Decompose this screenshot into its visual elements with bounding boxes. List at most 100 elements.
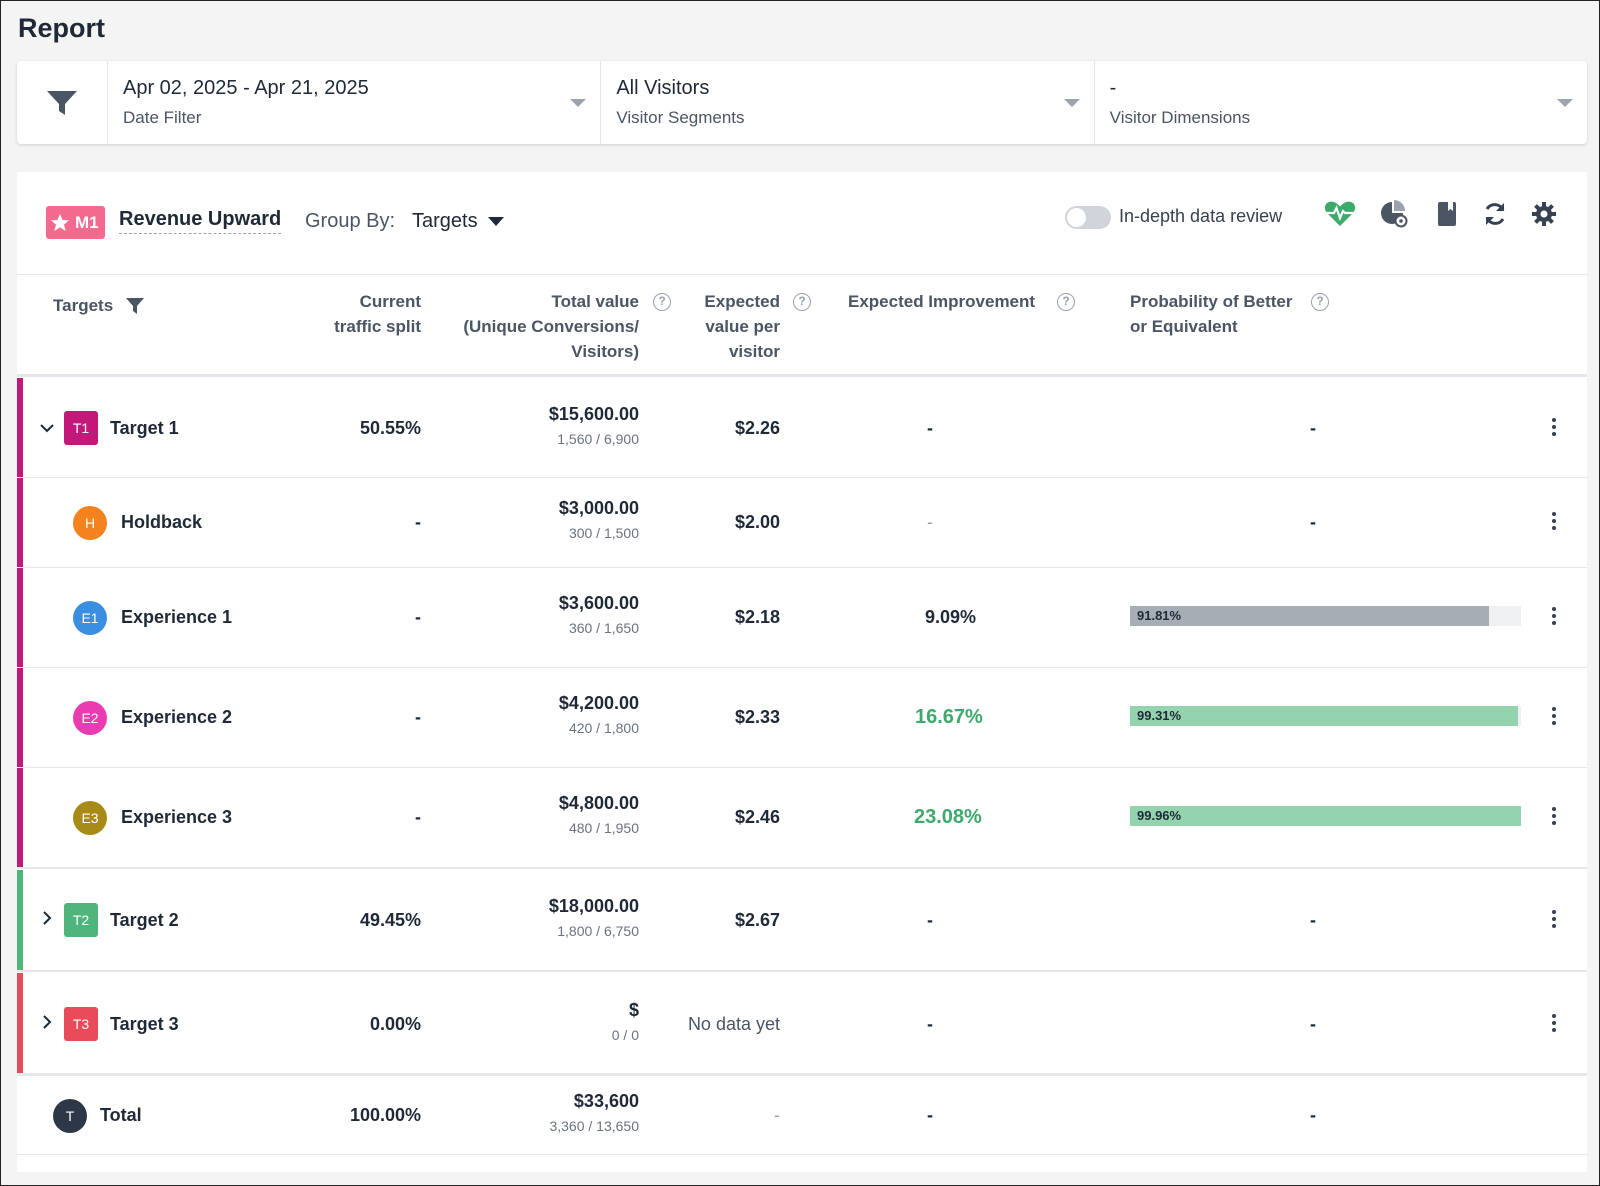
table-row-experience-3[interactable]: E3 Experience 3 - $4,800.00 480 / 1,950 … <box>17 768 1587 869</box>
gear-icon[interactable] <box>1526 196 1562 232</box>
expected-improvement-header: Expected Improvement <box>848 292 1036 311</box>
row-menu-icon[interactable] <box>1551 707 1557 725</box>
bookmark-icon[interactable] <box>1429 196 1465 232</box>
expected-value-cell: No data yet <box>687 1014 780 1034</box>
probability-value: 99.96% <box>1137 808 1182 823</box>
improvement-cell: 16.67% <box>915 706 983 728</box>
expected-value-cell: - <box>774 1105 780 1125</box>
expected-value-header: Expected value per visitor <box>657 289 780 364</box>
caret-down-icon <box>1556 99 1573 107</box>
total-value-cell: $4,200.00 420 / 1,800 <box>417 693 639 736</box>
traffic-split-header: Current traffic split <box>257 289 421 339</box>
row-menu-icon[interactable] <box>1551 607 1557 625</box>
row-color-bar <box>17 973 23 1073</box>
help-icon[interactable]: ? <box>1057 293 1075 311</box>
improvement-cell: - <box>927 1105 933 1125</box>
pie-settings-icon[interactable] <box>1376 196 1412 232</box>
traffic-split-cell: 49.45% <box>359 910 421 930</box>
table-row-target-1[interactable]: T1 Target 1 50.55% $15,600.00 1,560 / 6,… <box>17 378 1587 478</box>
refresh-icon[interactable] <box>1477 196 1513 232</box>
row-menu-icon[interactable] <box>1551 1014 1557 1032</box>
improvement-cell: - <box>927 910 933 930</box>
total-value-cell: $15,600.00 1,560 / 6,900 <box>417 404 639 447</box>
chevron-right-icon[interactable] <box>39 1014 55 1030</box>
target-badge: T3 <box>64 1007 98 1041</box>
filter-bar: Apr 02, 2025 - Apr 21, 2025 Date Filter … <box>17 61 1587 144</box>
metric-name-link[interactable]: Revenue Upward <box>119 208 282 234</box>
row-menu-icon[interactable] <box>1551 418 1557 436</box>
row-menu-icon[interactable] <box>1551 512 1557 530</box>
header-line: (Unique Conversions/ <box>463 317 639 336</box>
metric-badge: M1 <box>46 206 105 239</box>
targets-column-header: Targets <box>53 293 145 318</box>
filter-button[interactable] <box>17 61 108 144</box>
row-name: Experience 3 <box>121 807 233 827</box>
header-line: Probability of Better <box>1130 292 1293 311</box>
expected-value-cell: $2.00 <box>734 512 780 532</box>
probability-cell: - <box>1310 512 1316 532</box>
visitor-segments-dropdown[interactable]: All Visitors Visitor Segments <box>601 61 1095 144</box>
money-value: $18,000.00 <box>548 896 639 916</box>
money-value: $3,600.00 <box>558 593 639 613</box>
conversion-counts: 1,800 / 6,750 <box>557 923 639 939</box>
row-name: Target 1 <box>110 418 179 438</box>
expected-value-cell: $2.46 <box>734 807 780 827</box>
header-line: Total value <box>551 292 639 311</box>
traffic-split-cell: - <box>415 607 421 627</box>
traffic-split-cell: 50.55% <box>359 418 421 438</box>
total-value-cell: $18,000.00 1,800 / 6,750 <box>417 896 639 939</box>
target-badge: T2 <box>64 903 98 937</box>
chevron-right-icon[interactable] <box>39 910 55 926</box>
table-row-experience-1[interactable]: E1 Experience 1 - $3,600.00 360 / 1,650 … <box>17 568 1587 668</box>
money-value: $4,800.00 <box>558 793 639 813</box>
visitor-dimensions-dropdown[interactable]: - Visitor Dimensions <box>1095 61 1587 144</box>
report-card: M1 Revenue Upward Group By: Targets In-d… <box>17 172 1587 1172</box>
help-icon[interactable]: ? <box>793 293 811 311</box>
row-color-bar <box>17 870 23 970</box>
expected-value-cell: $2.33 <box>734 707 780 727</box>
help-icon[interactable]: ? <box>1311 293 1329 311</box>
group-by-label: Group By: <box>305 210 396 232</box>
total-value-cell: $3,600.00 360 / 1,650 <box>417 593 639 636</box>
funnel-icon[interactable] <box>125 297 145 315</box>
group-by-value: Targets <box>412 210 478 232</box>
header-line: Expected <box>704 292 780 311</box>
improvement-cell: - <box>927 418 933 438</box>
group-by-dropdown[interactable]: Targets <box>412 210 504 233</box>
in-depth-review-label: In-depth data review <box>1119 206 1283 226</box>
help-icon[interactable]: ? <box>653 293 671 311</box>
heartbeat-icon[interactable] <box>1322 196 1358 232</box>
row-name: Experience 1 <box>121 607 233 627</box>
chevron-down-icon[interactable] <box>39 420 55 436</box>
row-menu-icon[interactable] <box>1551 910 1557 928</box>
header-line: or Equivalent <box>1130 317 1238 336</box>
probability-cell: - <box>1310 1014 1316 1034</box>
table-row-target-3[interactable]: T3 Target 3 0.00% $ 0 / 0 No data yet - … <box>17 973 1587 1076</box>
probability-cell: - <box>1310 1105 1316 1125</box>
experience-badge: H <box>73 506 107 540</box>
table-row-experience-2[interactable]: E2 Experience 2 - $4,200.00 420 / 1,800 … <box>17 668 1587 768</box>
row-name: Target 2 <box>110 910 179 930</box>
visitor-segments-label: Visitor Segments <box>616 108 745 127</box>
visitor-dimensions-label: Visitor Dimensions <box>1109 108 1251 127</box>
toggle-knob <box>1067 208 1086 227</box>
header-line: traffic split <box>334 317 421 336</box>
in-depth-review-toggle[interactable] <box>1065 206 1111 229</box>
row-color-bar <box>17 568 23 667</box>
traffic-split-cell: 100.00% <box>349 1105 421 1125</box>
expected-value-cell: $2.26 <box>734 418 780 438</box>
date-filter-value: Apr 02, 2025 - Apr 21, 2025 <box>123 77 369 99</box>
row-menu-icon[interactable] <box>1551 807 1557 825</box>
table-row-holdback[interactable]: H Holdback - $3,000.00 300 / 1,500 $2.00… <box>17 478 1587 568</box>
conversion-counts: 360 / 1,650 <box>568 620 639 636</box>
probability-cell: - <box>1310 910 1316 930</box>
total-value-cell: $3,000.00 300 / 1,500 <box>417 498 639 541</box>
money-value: $33,600 <box>573 1091 639 1111</box>
table-row-target-2[interactable]: T2 Target 2 49.45% $18,000.00 1,800 / 6,… <box>17 870 1587 972</box>
total-badge: T <box>53 1099 87 1133</box>
total-value-cell: $33,600 3,360 / 13,650 <box>417 1091 639 1134</box>
row-color-bar <box>17 668 23 767</box>
improvement-cell: - <box>927 1014 933 1034</box>
row-color-bar <box>17 768 23 867</box>
date-filter-dropdown[interactable]: Apr 02, 2025 - Apr 21, 2025 Date Filter <box>108 61 602 144</box>
